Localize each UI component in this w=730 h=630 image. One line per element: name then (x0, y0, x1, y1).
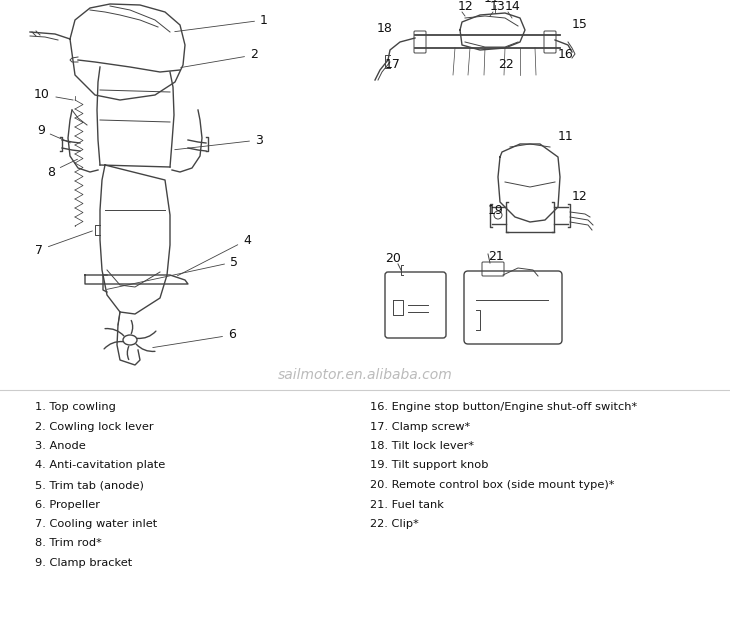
Text: 11: 11 (558, 130, 574, 143)
Text: 11: 11 (484, 0, 500, 5)
Text: 21. Fuel tank: 21. Fuel tank (370, 500, 444, 510)
Text: 7. Cooling water inlet: 7. Cooling water inlet (35, 519, 157, 529)
Text: 1: 1 (174, 13, 268, 32)
Text: 12: 12 (572, 190, 588, 203)
Text: 17: 17 (385, 58, 401, 71)
Text: 7: 7 (35, 231, 93, 256)
Text: 1. Top cowling: 1. Top cowling (35, 402, 116, 412)
Text: 19. Tilt support knob: 19. Tilt support knob (370, 461, 488, 471)
Text: 16. Engine stop button/Engine shut-off switch*: 16. Engine stop button/Engine shut-off s… (370, 402, 637, 412)
Text: 3: 3 (174, 134, 263, 150)
Text: 8. Trim rod*: 8. Trim rod* (35, 539, 101, 549)
Text: 17. Clamp screw*: 17. Clamp screw* (370, 421, 470, 432)
Text: 8: 8 (47, 159, 77, 178)
Text: 16: 16 (558, 48, 574, 61)
Text: 20: 20 (385, 252, 401, 265)
Text: 6. Propeller: 6. Propeller (35, 500, 100, 510)
Text: 15: 15 (572, 18, 588, 31)
Text: sailmotor.en.alibaba.com: sailmotor.en.alibaba.com (277, 368, 453, 382)
Text: 21: 21 (488, 250, 504, 263)
Text: 18. Tilt lock lever*: 18. Tilt lock lever* (370, 441, 474, 451)
Text: 18: 18 (377, 22, 393, 35)
Text: 9: 9 (37, 123, 71, 143)
Text: 3. Anode: 3. Anode (35, 441, 85, 451)
Text: 9. Clamp bracket: 9. Clamp bracket (35, 558, 132, 568)
Text: 5. Trim tab (anode): 5. Trim tab (anode) (35, 480, 144, 490)
Text: 5: 5 (107, 256, 238, 289)
Text: 19: 19 (488, 204, 504, 217)
Text: 14: 14 (505, 0, 520, 13)
Text: 4: 4 (177, 234, 251, 276)
Text: 13: 13 (490, 0, 506, 13)
Text: 20. Remote control box (side mount type)*: 20. Remote control box (side mount type)… (370, 480, 615, 490)
Text: 2: 2 (181, 49, 258, 67)
Text: 6: 6 (153, 328, 236, 348)
Text: 2. Cowling lock lever: 2. Cowling lock lever (35, 421, 153, 432)
Text: 4. Anti-cavitation plate: 4. Anti-cavitation plate (35, 461, 165, 471)
Text: 22: 22 (498, 58, 514, 71)
Text: 22. Clip*: 22. Clip* (370, 519, 419, 529)
Text: 12: 12 (458, 0, 474, 13)
Text: 10: 10 (34, 88, 50, 101)
